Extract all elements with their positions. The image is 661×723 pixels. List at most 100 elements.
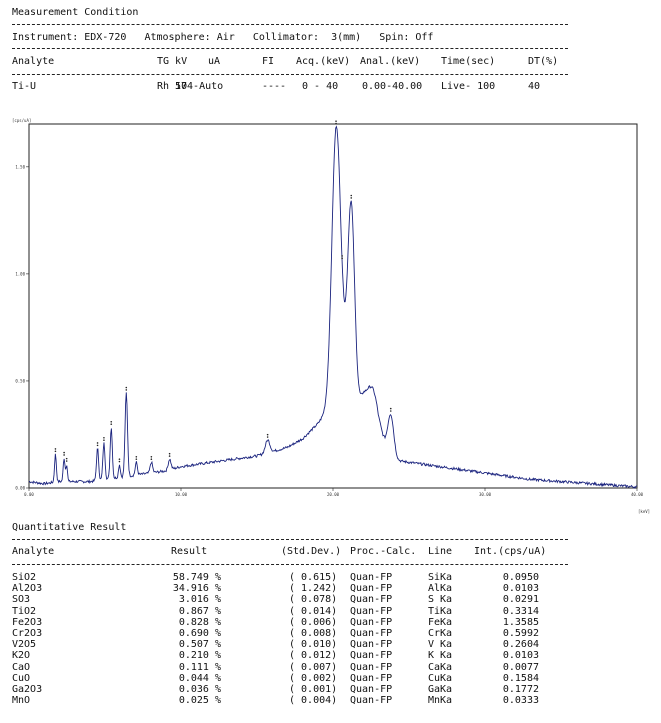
intensity-cell: 0.0950 [502,572,539,583]
line-cell: TiKa [428,605,453,617]
std-dev-cell: ( 0.008) [289,628,338,639]
y-tick-label: 0.00 [15,486,25,491]
peak-marker [65,460,68,462]
line-cell: MnKa [428,695,453,707]
peak-marker [335,122,337,125]
analyte-cell: K2O [12,650,31,662]
proc-calc-cell: Quan-FP [350,661,393,673]
std-dev-cell: ( 0.014) [289,605,338,617]
divider [12,24,568,25]
analyte-cell: CaO [12,661,31,673]
std-dev-cell: ( 1.242) [289,583,338,595]
line-cell: FeKa [428,616,453,628]
y-tick-label: 1.00 [15,271,25,276]
peak-marker [103,439,105,441]
measurement-value-cell: 40 [528,81,541,92]
measurement-value-cell: 0.00-40.00 [362,81,423,92]
analyte-cell: V2O5 [12,639,37,651]
line-cell: CuKa [428,672,453,684]
x-unit-label: [keV] [638,509,650,514]
peak-marker [266,436,269,438]
quant-header-cell: Int.(cps/uA) [474,546,547,557]
measurement-header-cell: Analyte [12,56,55,67]
std-dev-cell: ( 0.004) [289,695,338,707]
quant-header-cell: Proc.-Calc. [350,546,417,557]
peak-marker [96,444,99,447]
analyte-cell: SO3 [12,594,31,606]
std-dev-cell: ( 0.001) [289,684,338,695]
proc-calc-cell: Quan-FP [350,639,393,651]
intensity-cell: 0.0291 [502,594,539,606]
line-cell: K Ka [428,650,453,662]
intensity-cell: 0.0103 [502,650,539,662]
proc-calc-cell: Quan-FP [350,572,393,583]
peak-marker [135,455,138,458]
divider [12,539,568,540]
peak-marker [341,257,343,260]
measurement-header-cell: Time(sec) [441,56,496,67]
peak-marker [389,410,392,412]
quant-header-cell: (Std.Dev.) [281,546,342,557]
analyte-cell: TiO2 [12,605,37,617]
divider [12,564,568,565]
plot-frame [28,123,638,489]
analyte-cell: CuO [12,672,31,684]
measurement-value-cell: Ti-U [12,81,37,92]
analyte-cell: SiO2 [12,572,37,583]
peak-marker [63,454,65,456]
x-tick-label: 0.00 [24,492,34,497]
std-dev-cell: ( 0.007) [289,661,338,673]
result-cell: 34.916 % [172,583,221,595]
analyte-cell: Fe2O3 [12,616,43,628]
peak-marker [350,194,353,197]
analyte-cell: MnO [12,695,31,707]
peak-marker [168,455,171,457]
line-cell: AlKa [428,583,453,595]
quant-title: Quantitative Result [12,522,127,533]
peak-marker [118,460,121,463]
line-cell: SiKa [428,572,453,583]
divider [12,74,568,75]
proc-calc-cell: Quan-FP [350,583,393,595]
measurement-header-cell: DT(%) [528,56,559,67]
peak-marker [266,433,269,436]
intensity-cell: 0.1584 [502,672,539,684]
peak-marker [54,448,57,450]
divider [12,48,568,49]
peak-marker [335,120,337,122]
intensity-cell: 0.5992 [502,628,539,639]
quant-header-cell: Line [428,546,453,557]
intensity-cell: 0.2604 [502,639,539,651]
measurement-value-cell: 174-Auto [175,81,224,92]
result-cell: 3.016 % [178,594,221,606]
peak-marker [110,423,113,425]
peak-marker [150,455,153,458]
peak-marker [110,420,113,423]
line-cell: GaKa [428,684,453,695]
peak-marker [103,436,105,439]
measurement-value-cell: ---- [262,81,287,92]
quant-header-cell: Analyte [12,546,55,557]
axis-ticks: 0.00 10.00 20.00 30.00 40.00 0.00 0.50 1.00 1.50 [15,164,643,497]
peak-marker [65,457,68,460]
peak-marker [350,197,353,199]
line-cell: CrKa [428,628,453,639]
intensity-cell: 0.1772 [502,684,539,695]
proc-calc-cell: Quan-FP [350,684,393,695]
measurement-header-cell: Anal.(keV) [360,56,421,67]
spectrum-series [28,120,638,489]
result-cell: 0.828 % [178,616,221,628]
peak-marker [389,407,392,410]
peak-marker [54,450,57,453]
proc-calc-cell: Quan-FP [350,650,393,662]
intensity-cell: 0.0333 [502,695,539,707]
line-cell: S Ka [428,594,453,606]
peak-marker [168,452,171,455]
result-cell: 0.507 % [178,639,221,651]
measurement-header-cell: uA [208,56,221,67]
peak-marker [341,255,343,257]
intensity-cell: 0.0103 [502,583,539,595]
std-dev-cell: ( 0.012) [289,650,338,662]
analyte-cell: Cr2O3 [12,628,43,639]
std-dev-cell: ( 0.006) [289,616,338,628]
